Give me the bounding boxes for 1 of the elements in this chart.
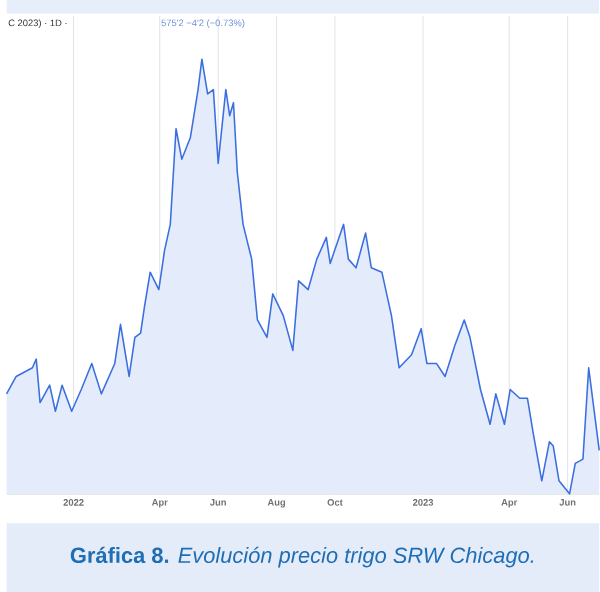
text: Gráfica 8. Evolución precio trigo SRW Chicago. bbox=[70, 546, 534, 568]
